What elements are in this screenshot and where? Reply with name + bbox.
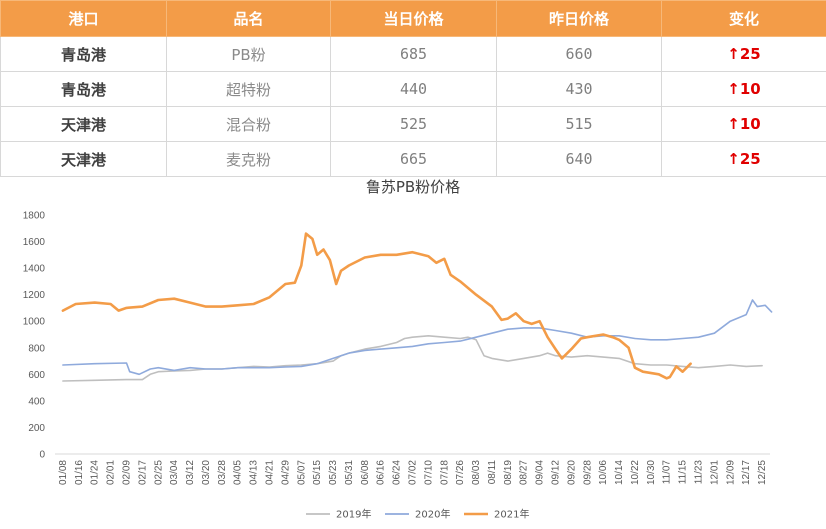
legend-label: 2021年 <box>494 508 529 521</box>
x-axis: 01/08 01/16 01/24 02/01 02/09 02/17 02/25 03/04… <box>55 453 770 485</box>
change-cell: ↑25 <box>661 36 826 72</box>
x-tick-label: 12/01 <box>709 460 720 485</box>
table-row: 青岛港 超特粉 440 430 ↑10 <box>0 71 826 107</box>
table-header-row: 港口 品名 当日价格 昨日价格 变化 <box>0 0 826 37</box>
x-tick-label: 03/12 <box>185 460 196 485</box>
x-tick-label: 01/24 <box>90 460 101 485</box>
x-tick-label: 12/25 <box>757 460 768 485</box>
x-tick-label: 02/25 <box>153 460 164 485</box>
y-tick-label: 0 <box>39 450 45 461</box>
y-tick-label: 1400 <box>23 264 46 275</box>
x-tick-label: 09/20 <box>566 460 577 485</box>
x-tick-label: 07/02 <box>408 460 419 485</box>
port-cell: 青岛港 <box>0 36 167 72</box>
series-line-2 <box>62 299 773 376</box>
x-tick-label: 03/28 <box>217 460 228 485</box>
yesterday-price-cell: 515 <box>496 106 662 142</box>
x-tick-label: 03/20 <box>201 460 212 485</box>
yesterday-price-cell: 660 <box>496 36 662 72</box>
x-tick-label: 02/01 <box>106 460 117 485</box>
yesterday-price-cell: 640 <box>496 141 662 177</box>
x-tick-label: 12/17 <box>741 460 752 485</box>
y-tick-label: 400 <box>28 396 45 407</box>
y-tick-label: 200 <box>28 423 45 434</box>
today-price-cell: 440 <box>330 71 497 107</box>
product-cell: 超特粉 <box>166 71 331 107</box>
y-tick-label: 1000 <box>23 317 46 328</box>
port-cell: 天津港 <box>0 141 167 177</box>
x-tick-label: 10/22 <box>630 460 641 485</box>
y-tick-label: 1800 <box>23 211 46 222</box>
x-tick-label: 01/16 <box>74 460 85 485</box>
x-tick-label: 11/15 <box>678 460 689 485</box>
x-tick-label: 08/11 <box>487 460 498 485</box>
x-tick-label: 05/31 <box>344 460 355 485</box>
change-cell: ↑10 <box>661 106 826 142</box>
x-tick-label: 09/28 <box>582 460 593 485</box>
header-change: 变化 <box>661 0 826 37</box>
x-tick-label: 05/15 <box>312 460 323 485</box>
x-tick-label: 03/04 <box>169 460 180 485</box>
x-tick-label: 11/07 <box>662 460 673 485</box>
x-tick-label: 05/07 <box>296 460 307 485</box>
chart-title: 鲁苏PB粉价格 <box>366 178 460 196</box>
y-tick-label: 1600 <box>23 237 46 248</box>
x-tick-label: 11/23 <box>694 460 705 485</box>
header-port: 港口 <box>0 0 167 37</box>
header-yesterday-price: 昨日价格 <box>496 0 662 37</box>
x-tick-label: 08/19 <box>503 460 514 485</box>
change-cell: ↑25 <box>661 141 826 177</box>
legend-label: 2020年 <box>415 508 450 521</box>
x-tick-label: 04/21 <box>265 460 276 485</box>
x-tick-label: 02/17 <box>137 460 148 485</box>
x-tick-label: 10/30 <box>646 460 657 485</box>
x-tick-label: 09/04 <box>535 460 546 485</box>
x-tick-label: 07/18 <box>439 460 450 485</box>
y-tick-label: 1200 <box>23 290 46 301</box>
x-tick-label: 06/24 <box>392 460 403 485</box>
legend-label: 2019年 <box>336 508 371 521</box>
x-tick-label: 08/03 <box>471 460 482 485</box>
port-cell: 青岛港 <box>0 71 167 107</box>
yesterday-price-cell: 430 <box>496 71 662 107</box>
product-cell: 混合粉 <box>166 106 331 142</box>
x-tick-label: 12/09 <box>725 460 736 485</box>
table-row: 青岛港 PB粉 685 660 ↑25 <box>0 36 826 72</box>
x-tick-label: 06/16 <box>376 460 387 485</box>
header-product: 品名 <box>166 0 331 37</box>
header-today-price: 当日价格 <box>330 0 497 37</box>
table-row: 天津港 混合粉 525 515 ↑10 <box>0 106 826 142</box>
x-tick-label: 04/13 <box>249 460 260 485</box>
x-tick-label: 01/08 <box>58 460 69 485</box>
price-line-chart: 鲁苏PB粉价格 0 200 400 600 800 1000 1200 1400 1600 180… <box>23 178 773 521</box>
price-table: 港口 品名 当日价格 昨日价格 变化 青岛港 PB粉 685 660 ↑25 青… <box>0 0 826 177</box>
x-tick-label: 10/14 <box>614 460 625 485</box>
product-cell: 麦克粉 <box>166 141 331 177</box>
x-tick-label: 02/09 <box>122 460 133 485</box>
x-tick-label: 04/05 <box>233 460 244 485</box>
x-tick-label: 05/23 <box>328 460 339 485</box>
table-row: 天津港 麦克粉 665 640 ↑25 <box>0 141 826 177</box>
x-tick-label: 04/29 <box>280 460 291 485</box>
today-price-cell: 685 <box>330 36 497 72</box>
port-cell: 天津港 <box>0 106 167 142</box>
y-tick-label: 600 <box>28 370 45 381</box>
y-axis: 0 200 400 600 800 1000 1200 1400 1600 1800 <box>23 211 46 461</box>
x-tick-label: 09/12 <box>551 460 562 485</box>
change-cell: ↑10 <box>661 71 826 107</box>
product-cell: PB粉 <box>166 36 331 72</box>
chart-legend: 2019年 2020年 2021年 <box>306 508 529 521</box>
series-line-3 <box>61 232 692 380</box>
x-tick-label: 08/27 <box>519 460 530 485</box>
series-layer <box>61 232 773 382</box>
y-tick-label: 800 <box>28 343 45 354</box>
x-tick-label: 07/26 <box>455 460 466 485</box>
x-tick-label: 06/08 <box>360 460 371 485</box>
today-price-cell: 525 <box>330 106 497 142</box>
x-tick-label: 10/06 <box>598 460 609 485</box>
x-tick-label: 07/10 <box>423 460 434 485</box>
